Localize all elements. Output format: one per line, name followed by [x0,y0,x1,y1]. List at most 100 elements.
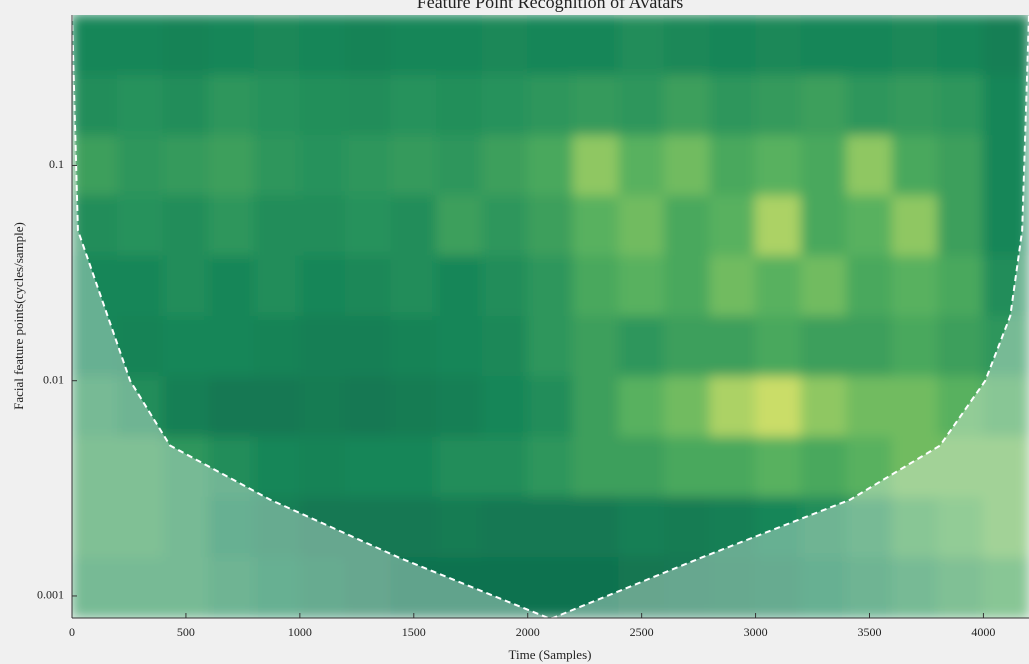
x-tick-label: 4000 [971,625,995,639]
heat-cell [162,15,210,76]
heat-cell [572,496,620,559]
heat-cell [663,436,711,498]
heat-cell [72,436,119,498]
heat-cells [72,15,1029,618]
heat-cell [709,376,757,438]
heat-cell [436,376,483,438]
heat-cell [800,195,848,257]
heat-cell [709,316,757,378]
heat-cell [891,135,939,197]
heat-cell [755,316,802,378]
x-tick-label: 2000 [516,625,540,639]
heat-cell [390,316,438,378]
heat-cell [846,74,893,137]
heat-cell [390,74,438,137]
heat-cell [527,135,574,197]
heat-cell [846,135,893,197]
heat-cell [162,74,210,137]
chart-title: Feature Point Recognition of Avatars [417,0,684,12]
heat-cell [755,255,802,317]
heat-cell [800,376,848,438]
heat-cell [982,135,1029,197]
heat-cell [618,496,665,559]
heat-cell [937,15,984,76]
x-axis-label: Time (Samples) [509,647,592,662]
heat-cell [572,376,620,438]
heat-cell [709,74,757,137]
heat-cell [390,376,438,438]
heat-cell [299,15,346,76]
heat-cell [755,135,802,197]
heat-cell [253,376,301,438]
heat-cell [800,15,848,76]
heat-cell [117,135,164,197]
heat-cell [481,135,529,197]
x-tick-label: 0 [69,625,75,639]
heat-cell [937,74,984,137]
heat-cell [72,195,119,257]
heat-cell [253,74,301,137]
heat-cell [299,74,346,137]
heat-cell [436,316,483,378]
heat-cell [208,557,255,618]
heat-cell [937,255,984,317]
heat-cell [390,135,438,197]
heat-cell [117,376,164,438]
heat-cell [344,74,392,137]
heat-cell [481,376,529,438]
heat-cell [481,496,529,559]
heat-cell [663,316,711,378]
heat-cell [208,316,255,378]
y-tick-label: 0.1 [49,157,64,171]
heat-cell [481,557,529,618]
heat-cell [299,557,346,618]
heat-cell [162,195,210,257]
heat-cell [572,436,620,498]
heat-cell [572,316,620,378]
heat-cell [846,255,893,317]
heat-cell [618,436,665,498]
heat-cell [937,557,984,618]
heat-cell [709,195,757,257]
x-tick-label: 1000 [288,625,312,639]
heat-cell [982,557,1029,618]
heat-cell [891,557,939,618]
heat-cell [891,74,939,137]
heat-cell [937,376,984,438]
heat-cell [253,195,301,257]
heat-cell [117,74,164,137]
x-tick-label: 3500 [858,625,882,639]
heat-cell [481,195,529,257]
heat-cell [344,316,392,378]
heat-cell [618,15,665,76]
heat-cell [344,195,392,257]
heat-cell [390,195,438,257]
heat-cell [208,195,255,257]
heat-cell [846,496,893,559]
x-tick-label: 1500 [402,625,426,639]
heatmap [72,15,1029,618]
heat-cell [618,316,665,378]
heat-cell [891,195,939,257]
heat-cell [390,436,438,498]
heat-cell [117,436,164,498]
heat-cell [755,15,802,76]
heat-cell [527,376,574,438]
heat-cell [982,15,1029,76]
heat-cell [982,255,1029,317]
heat-cell [436,195,483,257]
heat-cell [208,255,255,317]
heat-cell [982,496,1029,559]
heat-cell [117,15,164,76]
heat-cell [390,15,438,76]
heat-cell [527,436,574,498]
heat-cell [755,436,802,498]
heat-cell [208,74,255,137]
heat-cell [72,135,119,197]
heat-cell [891,496,939,559]
heat-cell [755,376,802,438]
heat-cell [299,135,346,197]
heat-cell [937,496,984,559]
heat-cell [572,557,620,618]
